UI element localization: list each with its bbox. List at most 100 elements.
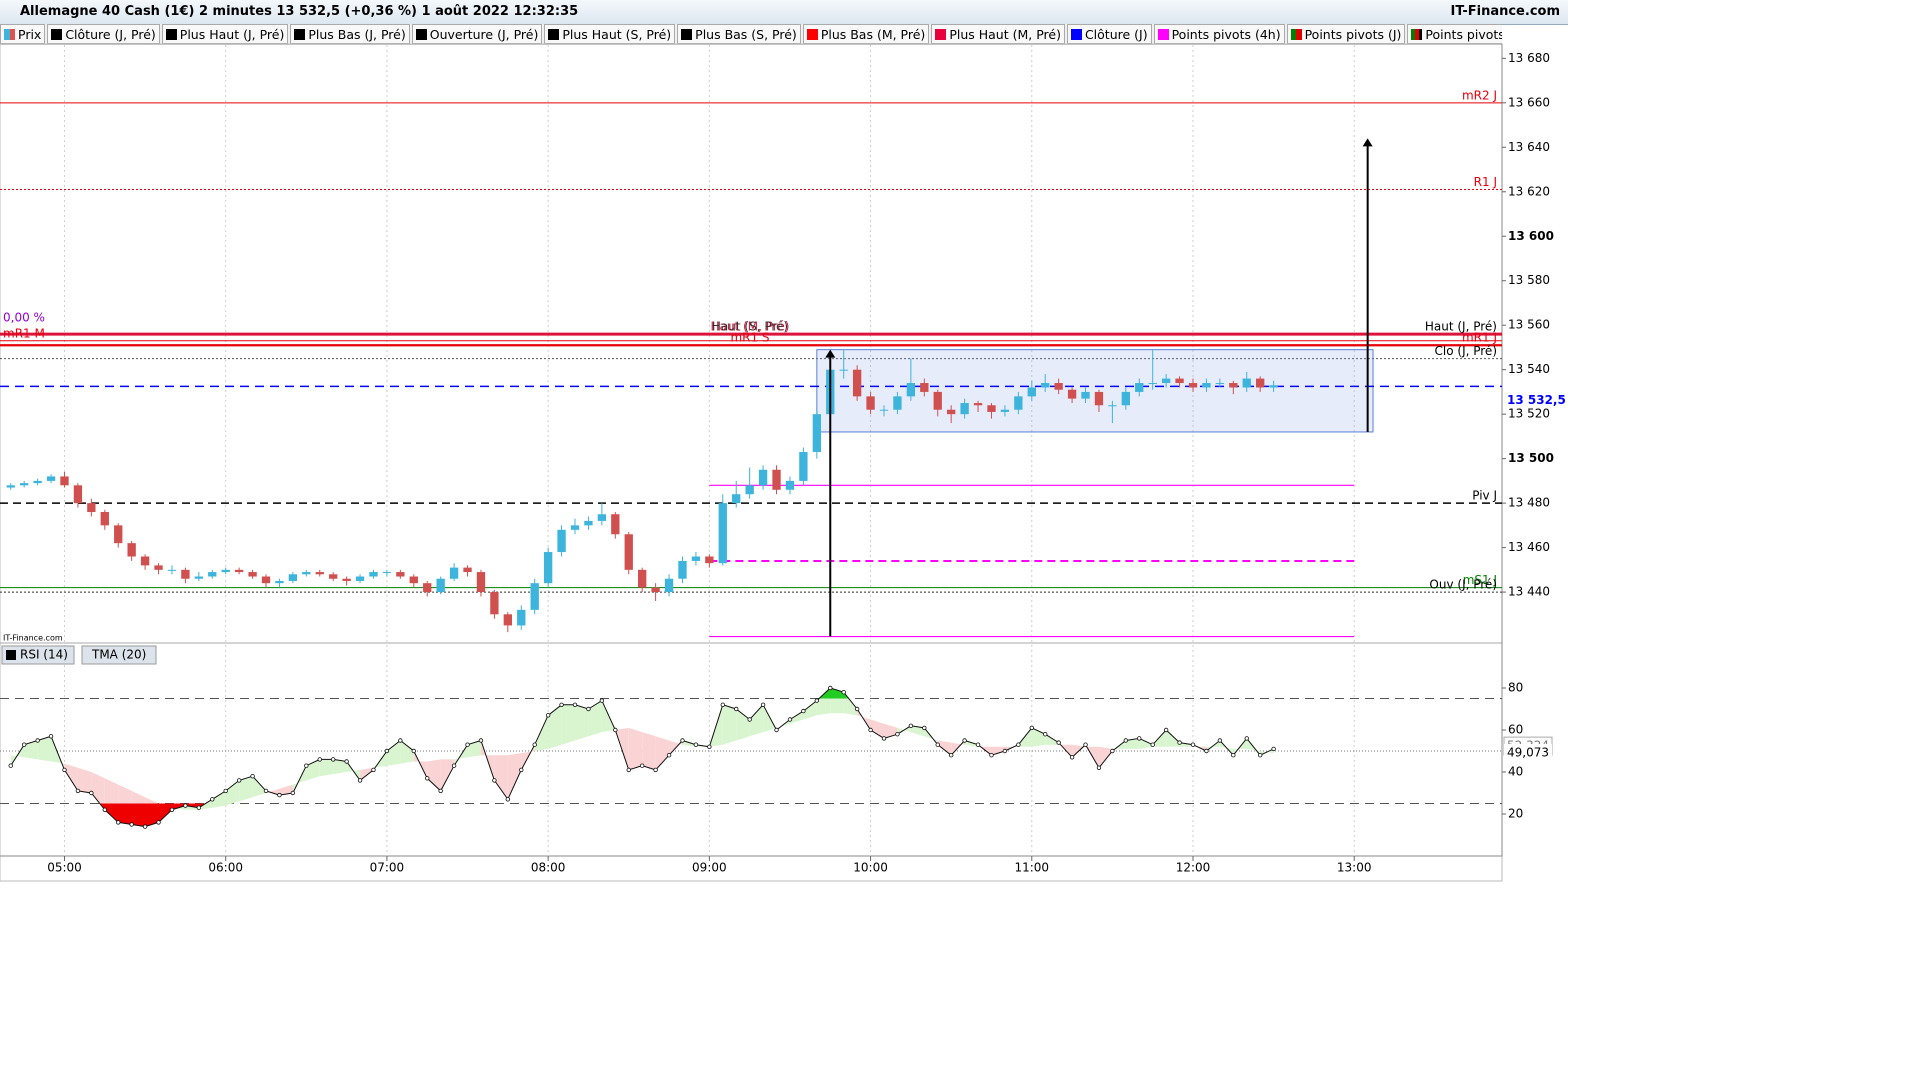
candle-body bbox=[678, 560, 687, 579]
legend-swatch bbox=[4, 28, 15, 40]
rsi-point bbox=[1177, 740, 1182, 745]
rsi-tma-band bbox=[427, 759, 441, 791]
rsi-point bbox=[895, 732, 900, 737]
candle-body bbox=[638, 569, 647, 588]
rsi-tma-band bbox=[910, 725, 925, 737]
candle-body bbox=[1108, 405, 1117, 407]
legend-swatch bbox=[415, 28, 427, 40]
candle-body bbox=[664, 578, 674, 593]
rsi-point bbox=[586, 706, 591, 712]
y-tick-label: 80 bbox=[1508, 681, 1523, 695]
legend-item[interactable]: Plus Haut (M, Pré) bbox=[931, 24, 1065, 44]
candle-body bbox=[1202, 383, 1211, 388]
candle-body bbox=[584, 520, 593, 526]
rsi-point bbox=[62, 767, 67, 773]
rsi-point bbox=[707, 744, 712, 749]
rsi-point bbox=[317, 757, 322, 762]
candle-body bbox=[369, 572, 378, 577]
candle-body bbox=[906, 383, 916, 397]
rsi-point bbox=[210, 797, 215, 802]
legend-swatch bbox=[681, 28, 693, 40]
rsi-point bbox=[465, 742, 470, 747]
rsi-tma-band bbox=[507, 753, 522, 800]
legend-item[interactable]: Plus Bas (M, Pré) bbox=[802, 24, 930, 44]
legend-swatch bbox=[806, 28, 818, 40]
legend-swatch bbox=[51, 28, 63, 40]
candle-body bbox=[718, 503, 727, 564]
rsi-point bbox=[290, 790, 296, 796]
rsi-point bbox=[438, 788, 443, 794]
level-label: Haut (S, Pré) bbox=[712, 320, 788, 334]
rsi-point bbox=[1271, 746, 1276, 752]
rsi-point bbox=[1217, 738, 1223, 743]
rsi-tma-band bbox=[628, 727, 643, 770]
level-label: 0,00 % bbox=[3, 311, 45, 325]
candle-body bbox=[409, 576, 418, 584]
candle-body bbox=[60, 476, 69, 486]
rsi-tma-band bbox=[575, 704, 589, 741]
rsi-point bbox=[948, 753, 954, 758]
candle-body bbox=[46, 476, 56, 481]
legend-item[interactable]: Points pivots (J) bbox=[1286, 24, 1406, 44]
legend-label: Plus Haut (M, Pré) bbox=[949, 26, 1061, 42]
rsi-tma-band bbox=[252, 776, 267, 798]
rsi-point bbox=[35, 738, 40, 743]
rsi-legend-label: RSI (14) bbox=[20, 648, 68, 662]
rsi-point bbox=[720, 702, 725, 707]
legend-swatch bbox=[1411, 28, 1423, 40]
candle-body bbox=[449, 567, 459, 579]
rsi-point bbox=[169, 807, 175, 812]
legend-label: Points pivots bbox=[1425, 26, 1502, 42]
candle-body bbox=[1242, 378, 1251, 388]
legend-label: Plus Bas (M, Pré) bbox=[820, 26, 926, 42]
rsi-point bbox=[116, 820, 121, 825]
x-tick-label: 13:00 bbox=[1337, 861, 1372, 875]
candle-body bbox=[396, 572, 405, 577]
candle-body bbox=[275, 580, 284, 584]
candle-body bbox=[893, 396, 902, 410]
rsi-tma-band bbox=[467, 740, 481, 758]
legend-item[interactable]: Ouverture (J, Pré) bbox=[411, 24, 543, 44]
rsi-tma-band bbox=[1125, 738, 1140, 749]
candle-body bbox=[611, 514, 620, 535]
candle-body bbox=[1269, 385, 1278, 388]
rsi-point bbox=[236, 778, 242, 783]
y-tick-label: 13 680 bbox=[1508, 51, 1550, 65]
candle-body bbox=[1067, 389, 1077, 399]
rsi-tma-band bbox=[1179, 742, 1194, 747]
candle-body bbox=[691, 556, 701, 561]
level-label: mR1 S bbox=[730, 331, 769, 345]
rsi-point bbox=[1190, 742, 1196, 747]
rsi-point bbox=[1016, 742, 1021, 747]
y-tick-label: 20 bbox=[1508, 807, 1523, 821]
legend-label: Points pivots (4h) bbox=[1171, 26, 1281, 42]
rsi-point bbox=[1096, 765, 1102, 770]
rsi-point bbox=[639, 763, 645, 768]
rsi-point bbox=[814, 698, 820, 703]
candle-body bbox=[140, 556, 150, 566]
rsi-point bbox=[156, 820, 161, 825]
candle-body bbox=[100, 512, 109, 526]
site-name: IT-Finance.com bbox=[1450, 4, 1560, 19]
candle-body bbox=[248, 572, 257, 577]
legend-item[interactable]: Points pivots (4h) bbox=[1153, 24, 1285, 44]
rsi-point bbox=[854, 706, 860, 712]
level-label: mS1 J bbox=[1463, 573, 1497, 587]
candle-body bbox=[1041, 383, 1050, 388]
candle-body bbox=[933, 391, 942, 410]
legend-item[interactable]: Points pivots bbox=[1407, 24, 1502, 44]
last-value-box bbox=[1504, 743, 1552, 762]
rsi-point bbox=[304, 763, 309, 768]
rsi-point bbox=[828, 685, 833, 691]
rsi-tma-band bbox=[239, 776, 253, 802]
y-tick-label: 13 520 bbox=[1508, 407, 1550, 421]
candle-body bbox=[543, 552, 553, 584]
candle-body bbox=[33, 480, 42, 484]
rsi-point bbox=[1204, 748, 1209, 754]
legend-item[interactable]: Plus Bas (S, Pré) bbox=[677, 24, 801, 44]
rsi-point bbox=[922, 725, 927, 731]
y-tick-label: 40 bbox=[1508, 765, 1523, 779]
watermark: IT-Finance.com bbox=[3, 634, 63, 643]
candle-body bbox=[208, 572, 217, 577]
x-tick-label: 06:00 bbox=[208, 861, 243, 875]
